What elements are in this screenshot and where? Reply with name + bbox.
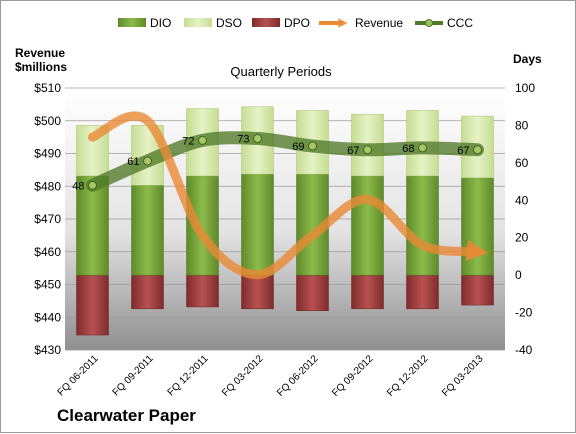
- legend-swatch-dio: [118, 18, 146, 27]
- right-tick-label: 100: [515, 81, 535, 95]
- left-axis-label-line1: Revenue: [15, 46, 65, 60]
- ccc-data-label: 48: [72, 180, 84, 192]
- bar-dio: [187, 176, 219, 275]
- bar-dpo: [77, 275, 109, 335]
- ccc-point: [199, 136, 207, 144]
- legend-label-ccc: CCC: [447, 16, 473, 30]
- right-tick-label: 20: [515, 231, 529, 245]
- bar-dpo: [132, 275, 164, 309]
- ccc-point: [254, 135, 262, 143]
- ccc-point: [419, 144, 427, 152]
- chart-title: Quarterly Periods: [230, 64, 332, 79]
- ccc-data-label: 73: [237, 134, 249, 146]
- ccc-point: [89, 181, 97, 189]
- left-tick-label: $490: [34, 147, 61, 161]
- right-tick-label: -20: [515, 306, 533, 320]
- category-label: FQ 03-2012: [220, 353, 266, 399]
- company-name: Clearwater Paper: [57, 406, 196, 426]
- ccc-point: [364, 146, 372, 154]
- legend-label-dio: DIO: [150, 16, 171, 30]
- bar-dio: [242, 174, 274, 275]
- ccc-point: [309, 142, 317, 150]
- ccc-point: [144, 157, 152, 165]
- legend-label-dso: DSO: [216, 16, 242, 30]
- category-label: FQ 09-2011: [111, 353, 156, 398]
- bar-dio: [132, 185, 164, 275]
- ccc-data-label: 61: [127, 156, 139, 168]
- left-tick-label: $450: [34, 278, 61, 292]
- ccc-data-label: 67: [457, 145, 469, 157]
- legend: DIO DSO DPO Revenue CCC: [118, 16, 473, 30]
- bar-dpo: [297, 275, 329, 311]
- category-label: FQ 06-2012: [275, 353, 321, 399]
- bar-dpo: [187, 275, 219, 307]
- category-label: FQ 12-2012: [385, 353, 431, 399]
- bar-dio: [462, 178, 494, 275]
- ccc-data-label: 67: [347, 145, 359, 157]
- bar-dpo: [242, 275, 274, 309]
- ccc-data-label: 72: [182, 135, 194, 147]
- ccc-point: [474, 146, 482, 154]
- left-tick-label: $430: [34, 343, 61, 357]
- right-axis-label: Days: [513, 52, 542, 66]
- legend-swatch-dso: [184, 18, 212, 27]
- left-axis-label-line2: $millions: [15, 60, 67, 74]
- legend-label-revenue: Revenue: [355, 16, 403, 30]
- legend-label-dpo: DPO: [284, 16, 310, 30]
- category-label: FQ 12-2011: [166, 353, 211, 398]
- bar-dpo: [407, 275, 439, 309]
- left-tick-label: $460: [34, 245, 61, 259]
- bar-dio: [352, 176, 384, 275]
- category-label: FQ 09-2012: [330, 353, 376, 399]
- left-tick-label: $500: [34, 114, 61, 128]
- legend-swatch-dpo: [252, 18, 280, 27]
- right-tick-label: 80: [515, 118, 529, 132]
- legend-marker-ccc: [426, 20, 433, 27]
- right-tick-label: -40: [515, 343, 533, 357]
- left-tick-label: $480: [34, 179, 61, 193]
- right-tick-label: 40: [515, 193, 529, 207]
- bar-dpo: [352, 275, 384, 309]
- bar-dpo: [462, 275, 494, 305]
- category-label: FQ 03-2013: [440, 353, 486, 399]
- right-tick-label: 0: [515, 268, 522, 282]
- right-tick-label: 60: [515, 156, 529, 170]
- left-tick-label: $440: [34, 310, 61, 324]
- left-tick-label: $470: [34, 212, 61, 226]
- ccc-data-label: 68: [402, 143, 414, 155]
- bar-dio: [407, 176, 439, 275]
- ccc-data-label: 69: [292, 141, 304, 153]
- left-tick-label: $510: [34, 81, 61, 95]
- category-label: FQ 06-2011: [56, 353, 101, 398]
